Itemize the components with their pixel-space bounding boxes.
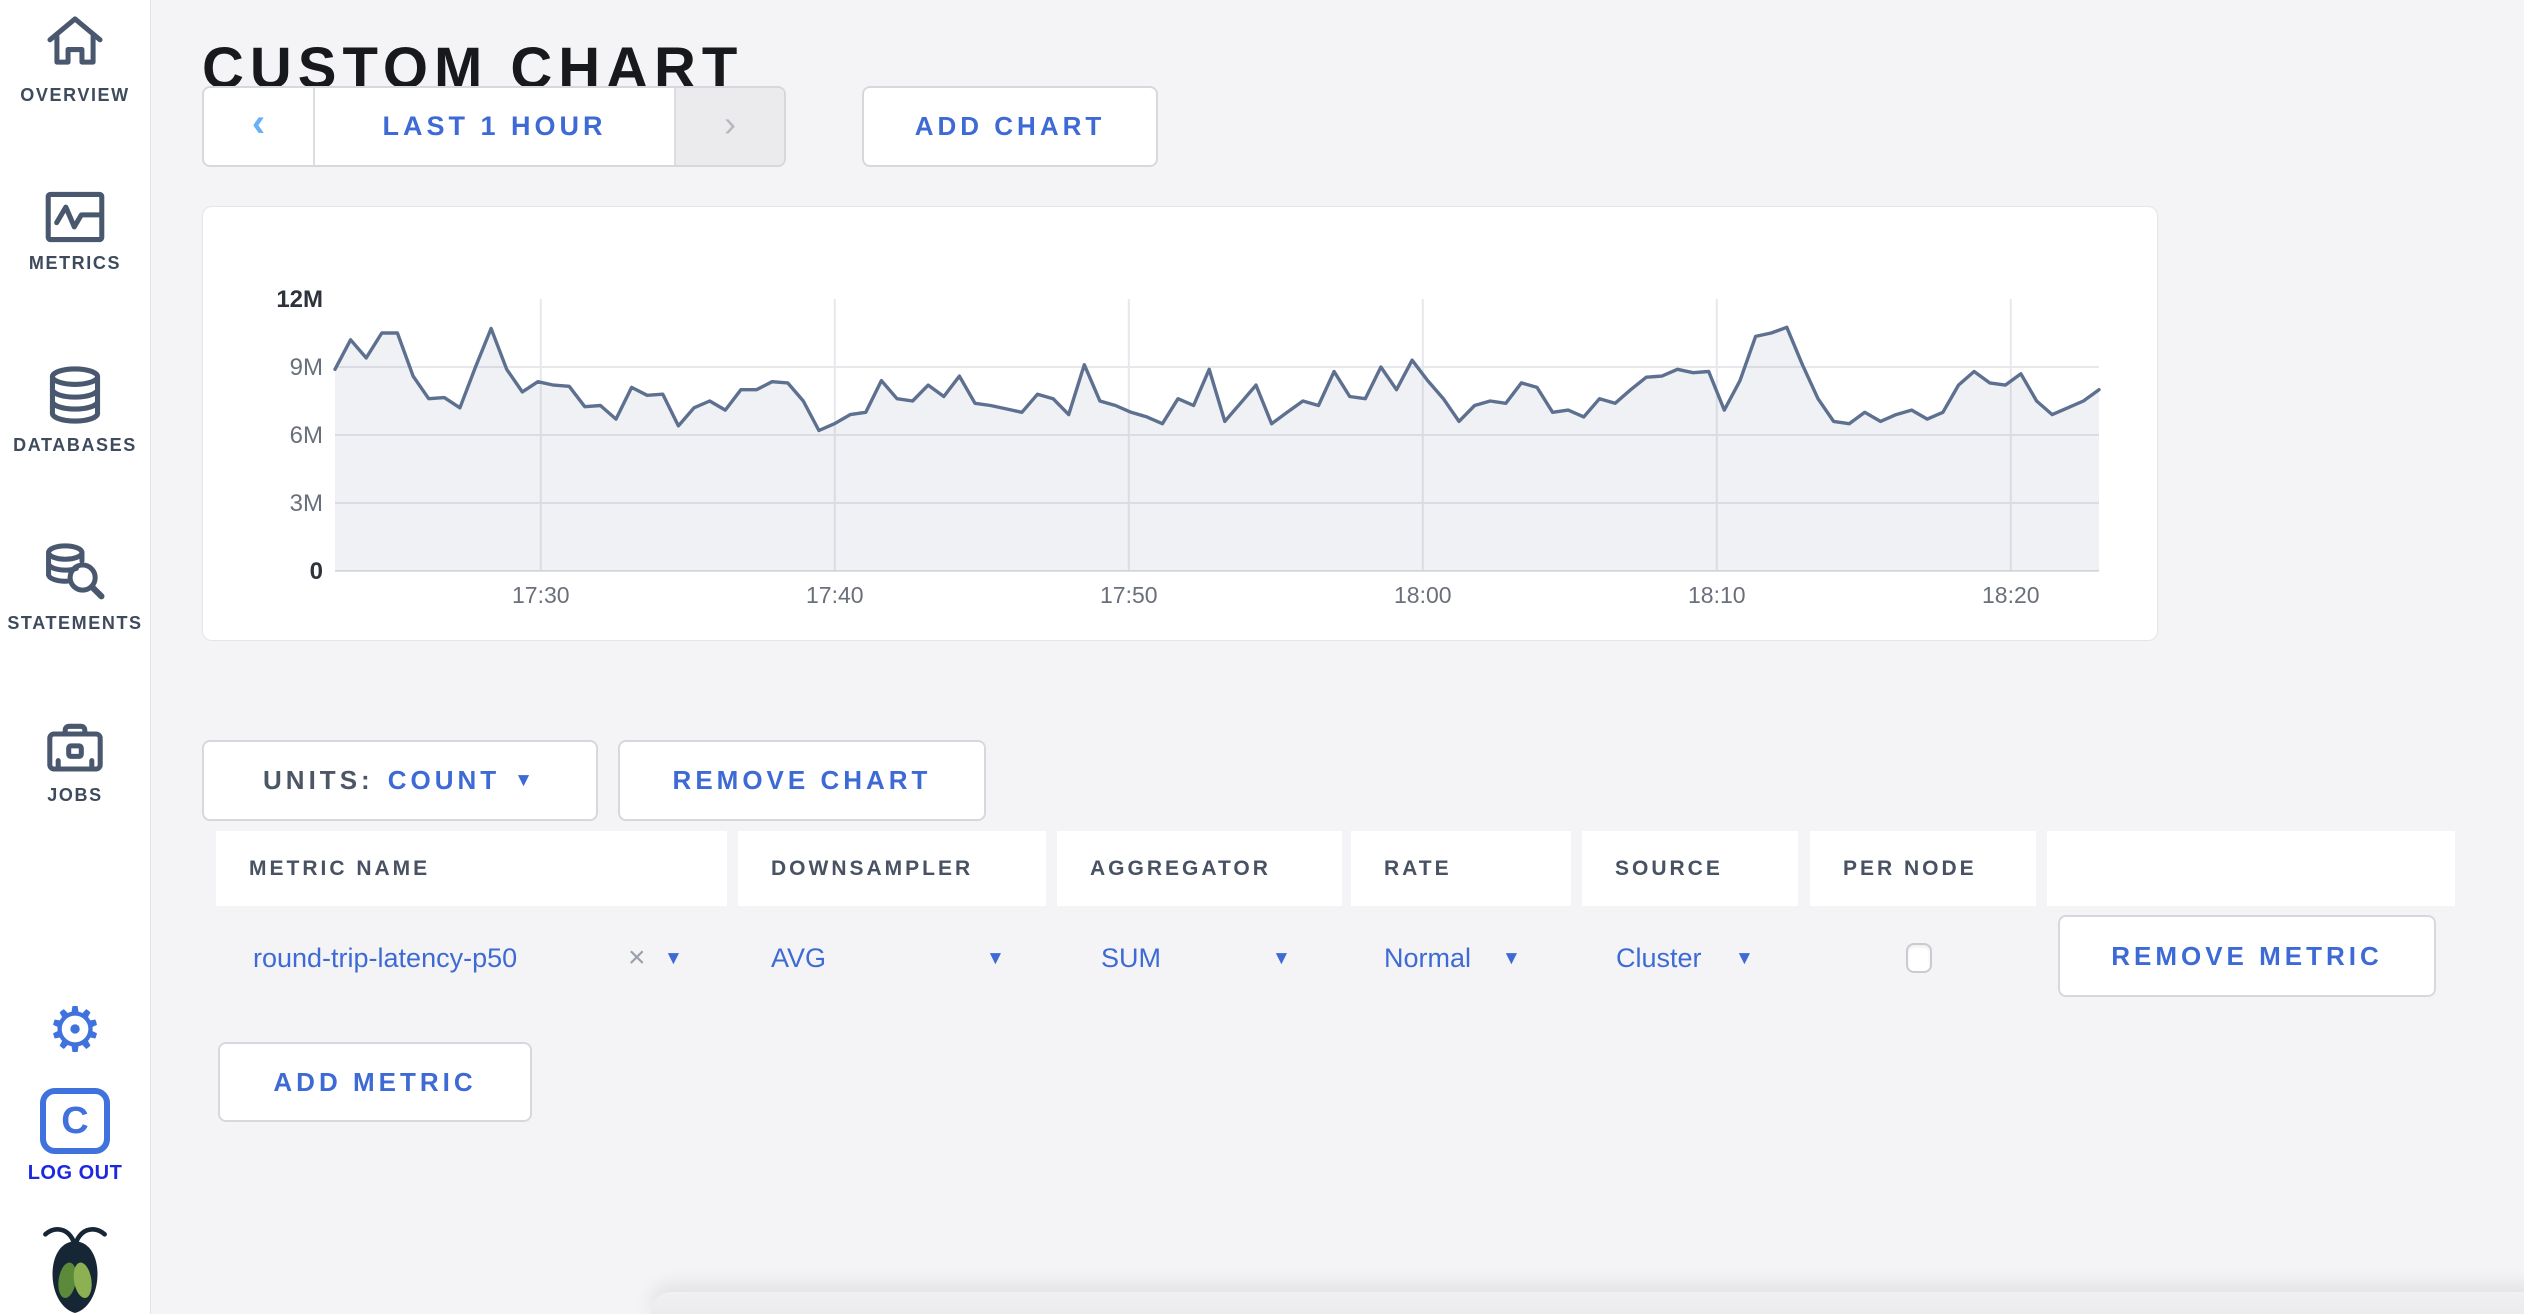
time-range-next-button[interactable]: › xyxy=(674,88,784,165)
sidebar-item-label: STATEMENTS xyxy=(7,613,143,633)
sidebar-item-databases[interactable]: DATABASES xyxy=(0,364,150,456)
time-range-prev-button[interactable]: ‹ xyxy=(204,88,315,165)
svg-text:18:00: 18:00 xyxy=(1394,582,1452,608)
units-prefix-label: UNITS: xyxy=(263,765,374,795)
rate-select[interactable]: Normal ▼ xyxy=(1384,906,1614,1010)
c-badge-letter: C xyxy=(61,1099,89,1142)
column-header-rate: RATE xyxy=(1351,831,1571,906)
metrics-icon xyxy=(44,190,106,244)
svg-text:18:10: 18:10 xyxy=(1688,582,1746,608)
sidebar-item-jobs[interactable]: JOBS xyxy=(0,720,150,806)
column-header-metric-name: METRIC NAME xyxy=(216,831,727,906)
column-header-source: SOURCE xyxy=(1582,831,1798,906)
remove-metric-button[interactable]: REMOVE METRIC xyxy=(2058,915,2436,997)
logout-label: LOG OUT xyxy=(27,1162,123,1184)
sidebar-item-overview[interactable]: OVERVIEW xyxy=(0,12,150,106)
svg-text:0: 0 xyxy=(310,558,323,585)
metric-name-caret[interactable]: ▼ xyxy=(664,906,683,1010)
home-icon xyxy=(44,12,106,76)
svg-text:17:30: 17:30 xyxy=(512,582,570,608)
logout-button[interactable]: C LOG OUT xyxy=(0,1088,150,1185)
main-content: CUSTOM CHART ‹ LAST 1 HOUR › ADD CHART 0… xyxy=(150,0,2524,1314)
per-node-checkbox[interactable] xyxy=(1906,943,1932,973)
caret-down-icon: ▼ xyxy=(664,947,683,969)
svg-text:9M: 9M xyxy=(290,354,323,381)
units-value: COUNT xyxy=(387,765,501,795)
rate-value: Normal xyxy=(1384,942,1472,973)
add-chart-label: ADD CHART xyxy=(914,111,1106,141)
time-range-selector: ‹ LAST 1 HOUR › xyxy=(202,86,786,167)
add-metric-label: ADD METRIC xyxy=(273,1066,477,1097)
caret-down-icon: ▼ xyxy=(1502,947,1521,969)
svg-text:18:20: 18:20 xyxy=(1982,582,2040,608)
column-header-per-node: PER NODE xyxy=(1810,831,2036,906)
next-section-edge xyxy=(650,1292,2524,1314)
column-header-aggregator: AGGREGATOR xyxy=(1057,831,1342,906)
cockroachdb-bug-logo xyxy=(0,1222,150,1314)
sidebar-item-statements[interactable]: STATEMENTS xyxy=(0,540,150,634)
column-header-actions xyxy=(2047,831,2455,906)
sidebar-item-label: DATABASES xyxy=(13,435,137,455)
database-icon xyxy=(46,364,104,426)
metric-table-row: round-trip-latency-p50 × ▼ AVG ▼ SUM ▼ N… xyxy=(150,906,2524,1010)
per-node-cell xyxy=(1906,906,1932,1010)
statements-icon xyxy=(43,540,107,604)
svg-text:3M: 3M xyxy=(290,490,323,517)
aggregator-value: SUM xyxy=(1101,942,1161,973)
remove-metric-label: REMOVE METRIC xyxy=(2111,940,2383,971)
sidebar-item-metrics[interactable]: METRICS xyxy=(0,190,150,274)
clear-metric-icon[interactable]: × xyxy=(628,941,646,974)
time-series-chart[interactable]: 0 3M 6M 9M 12M 17:30 17:40 17:50 18:00 18:10 18:20 xyxy=(203,207,2157,640)
caret-down-icon: ▼ xyxy=(986,947,1005,969)
sidebar-item-label: OVERVIEW xyxy=(20,85,130,105)
caret-down-icon: ▼ xyxy=(1735,947,1754,969)
svg-text:12M: 12M xyxy=(276,286,323,313)
remove-chart-label: REMOVE CHART xyxy=(672,765,932,795)
downsampler-value: AVG xyxy=(771,942,827,973)
metric-name-value: round-trip-latency-p50 xyxy=(253,942,518,973)
add-metric-button[interactable]: ADD METRIC xyxy=(218,1042,532,1122)
metric-name-select[interactable]: round-trip-latency-p50 xyxy=(253,906,517,1010)
jobs-icon xyxy=(44,720,106,776)
time-range-dropdown[interactable]: LAST 1 HOUR xyxy=(315,88,674,165)
svg-text:17:40: 17:40 xyxy=(806,582,864,608)
column-header-downsampler: DOWNSAMPLER xyxy=(738,831,1046,906)
caret-down-icon: ▼ xyxy=(1272,947,1291,969)
svg-text:17:50: 17:50 xyxy=(1100,582,1158,608)
add-chart-button[interactable]: ADD CHART xyxy=(862,86,1158,167)
caret-down-icon: ▼ xyxy=(514,770,537,791)
units-dropdown[interactable]: UNITS: COUNT ▼ xyxy=(202,740,598,821)
cockroach-c-icon: C xyxy=(40,1088,110,1154)
sidebar-item-label: JOBS xyxy=(47,785,103,805)
svg-text:6M: 6M xyxy=(290,422,323,449)
chevron-left-icon: ‹ xyxy=(251,101,266,145)
sidebar-item-label: METRICS xyxy=(28,253,122,273)
chevron-right-icon: › xyxy=(724,102,736,144)
source-select[interactable]: Cluster ▼ xyxy=(1616,906,1846,1010)
custom-chart-card: 0 3M 6M 9M 12M 17:30 17:40 17:50 18:00 18:10 18:20 xyxy=(202,206,2158,641)
remove-chart-button[interactable]: REMOVE CHART xyxy=(618,740,986,821)
time-range-label: LAST 1 HOUR xyxy=(382,111,607,141)
downsampler-select[interactable]: AVG ▼ xyxy=(771,906,1081,1010)
source-value: Cluster xyxy=(1616,942,1702,973)
aggregator-select[interactable]: SUM ▼ xyxy=(1101,906,1391,1010)
settings-gear-icon[interactable]: ⚙ xyxy=(47,996,103,1065)
sidebar: OVERVIEW METRICS DATABASE xyxy=(0,0,151,1314)
